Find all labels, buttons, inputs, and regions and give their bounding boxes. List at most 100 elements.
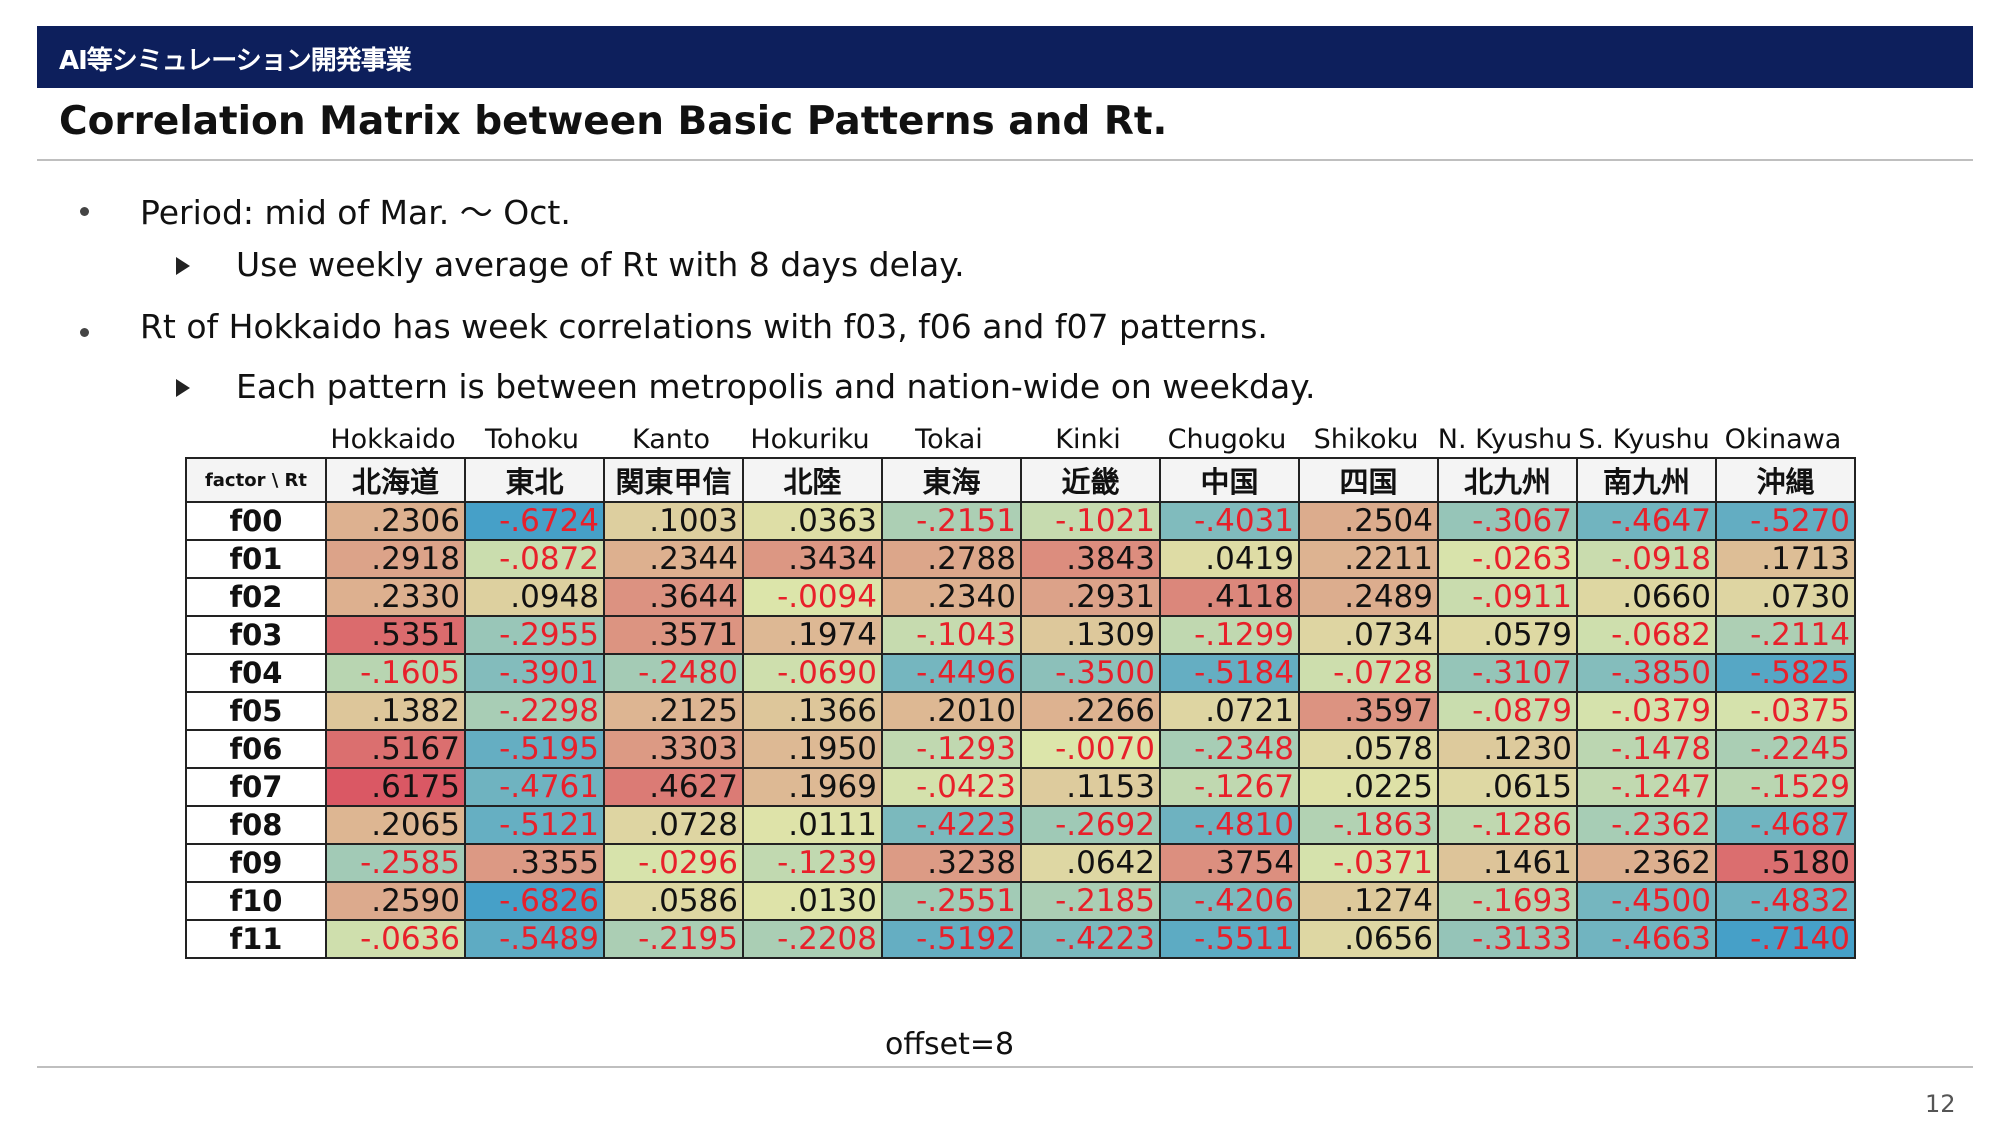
bullet-2: Rt of Hokkaido has week correlations wit…: [140, 307, 1268, 346]
matrix-cell: -.1286: [1437, 805, 1578, 845]
matrix-cell: -.4223: [881, 805, 1022, 845]
matrix-cell: .1366: [742, 691, 883, 731]
matrix-cell: .1003: [603, 501, 744, 541]
matrix-cell: -.2208: [742, 919, 883, 959]
region-label: Chugoku: [1167, 424, 1287, 455]
matrix-row: f09 -.2585.3355 -.0296 -.1239.3238.0642.375…: [185, 843, 1856, 883]
matrix-cell: .3434: [742, 539, 883, 579]
matrix-row: f05.1382 -.2298.2125.1366.2010.2266.0721.…: [185, 691, 1856, 731]
matrix-cell: -.0379: [1576, 691, 1717, 731]
matrix-cell: -.4500: [1576, 881, 1717, 921]
matrix-cell: .0615: [1437, 767, 1578, 807]
matrix-cell: .0734: [1298, 615, 1439, 655]
row-header: f04: [185, 653, 327, 693]
column-header: 北九州: [1437, 457, 1578, 503]
matrix-cell: -.0070: [1020, 729, 1161, 769]
title-divider: [37, 159, 1973, 161]
matrix-cell: -.1478: [1576, 729, 1717, 769]
matrix-cell: -.0682: [1576, 615, 1717, 655]
matrix-cell: .3597: [1298, 691, 1439, 731]
matrix-cell: .0578: [1298, 729, 1439, 769]
matrix-cell: .4118: [1159, 577, 1300, 617]
matrix-cell: -.3850: [1576, 653, 1717, 693]
matrix-cell: .5167: [325, 729, 466, 769]
row-header: f08: [185, 805, 327, 845]
matrix-cell: .2918: [325, 539, 466, 579]
sub-bullet-arrow-1: [176, 257, 190, 275]
matrix-cell: -.1693: [1437, 881, 1578, 921]
matrix-cell: .2362: [1576, 843, 1717, 883]
row-header: f02: [185, 577, 327, 617]
region-label: Tohoku: [485, 424, 579, 455]
region-label: Kinki: [1055, 424, 1121, 455]
row-header: f09: [185, 843, 327, 883]
page-number: 12: [1925, 1090, 1956, 1118]
matrix-cell: .0656: [1298, 919, 1439, 959]
column-header: 関東甲信: [603, 457, 744, 503]
matrix-cell: .3843: [1020, 539, 1161, 579]
matrix-cell: -.1293: [881, 729, 1022, 769]
matrix-cell: -.4810: [1159, 805, 1300, 845]
matrix-cell: -.2348: [1159, 729, 1300, 769]
matrix-cell: -.4647: [1576, 501, 1717, 541]
slide-title: Correlation Matrix between Basic Pattern…: [59, 99, 1168, 144]
column-header: 沖縄: [1715, 457, 1856, 503]
matrix-cell: -.5270: [1715, 501, 1856, 541]
matrix-cell: .5351: [325, 615, 466, 655]
matrix-cell: .0225: [1298, 767, 1439, 807]
matrix-cell: -.3107: [1437, 653, 1578, 693]
matrix-cell: -.5489: [464, 919, 605, 959]
matrix-cell: .1274: [1298, 881, 1439, 921]
column-header: 近畿: [1020, 457, 1161, 503]
matrix-cell: .2010: [881, 691, 1022, 731]
matrix-cell: .1974: [742, 615, 883, 655]
matrix-cell: -.1247: [1576, 767, 1717, 807]
column-header: 北陸: [742, 457, 883, 503]
matrix-cell: .0730: [1715, 577, 1856, 617]
matrix-cell: -.7140: [1715, 919, 1856, 959]
matrix-cell: -.5825: [1715, 653, 1856, 693]
matrix-cell: .6175: [325, 767, 466, 807]
row-header: f07: [185, 767, 327, 807]
matrix-cell: -.0375: [1715, 691, 1856, 731]
matrix-cell: -.2245: [1715, 729, 1856, 769]
matrix-cell: .1969: [742, 767, 883, 807]
matrix-cell: .2266: [1020, 691, 1161, 731]
matrix-cell: -.2955: [464, 615, 605, 655]
matrix-cell: .2489: [1298, 577, 1439, 617]
matrix-row: f06.5167 -.5195.3303.1950 -.1293 -.0070 -.23…: [185, 729, 1856, 769]
bullet-dot-1: [80, 207, 89, 216]
matrix-cell: -.4832: [1715, 881, 1856, 921]
matrix-cell: .0728: [603, 805, 744, 845]
region-label: Kanto: [632, 424, 710, 455]
region-label: Hokuriku: [750, 424, 870, 455]
matrix-cell: -.5192: [881, 919, 1022, 959]
matrix-cell: .0721: [1159, 691, 1300, 731]
matrix-cell: .3571: [603, 615, 744, 655]
column-header: 四国: [1298, 457, 1439, 503]
matrix-cell: -.2362: [1576, 805, 1717, 845]
matrix-cell: .0642: [1020, 843, 1161, 883]
matrix-row: f07.6175 -.4761.4627.1969 -.0423.1153 -.126…: [185, 767, 1856, 807]
matrix-cell: -.3067: [1437, 501, 1578, 541]
row-header: f05: [185, 691, 327, 731]
matrix-cell: -.0728: [1298, 653, 1439, 693]
matrix-cell: -.4663: [1576, 919, 1717, 959]
matrix-cell: .1713: [1715, 539, 1856, 579]
matrix-cell: -.5121: [464, 805, 605, 845]
bullet-1: Period: mid of Mar. ～ Oct.: [140, 193, 571, 232]
matrix-cell: .2344: [603, 539, 744, 579]
region-label: Shikoku: [1313, 424, 1419, 455]
row-header: f03: [185, 615, 327, 655]
matrix-row: f02.2330.0948.3644 -.0094.2340.2931.4118.…: [185, 577, 1856, 617]
matrix-cell: .0586: [603, 881, 744, 921]
matrix-cell: .3303: [603, 729, 744, 769]
region-label: Okinawa: [1724, 424, 1842, 455]
matrix-cell: -.4496: [881, 653, 1022, 693]
matrix-cell: -.0296: [603, 843, 744, 883]
matrix-cell: .1230: [1437, 729, 1578, 769]
column-header: 中国: [1159, 457, 1300, 503]
row-header: f11: [185, 919, 327, 959]
matrix-cell: .2065: [325, 805, 466, 845]
matrix-cell: -.2480: [603, 653, 744, 693]
